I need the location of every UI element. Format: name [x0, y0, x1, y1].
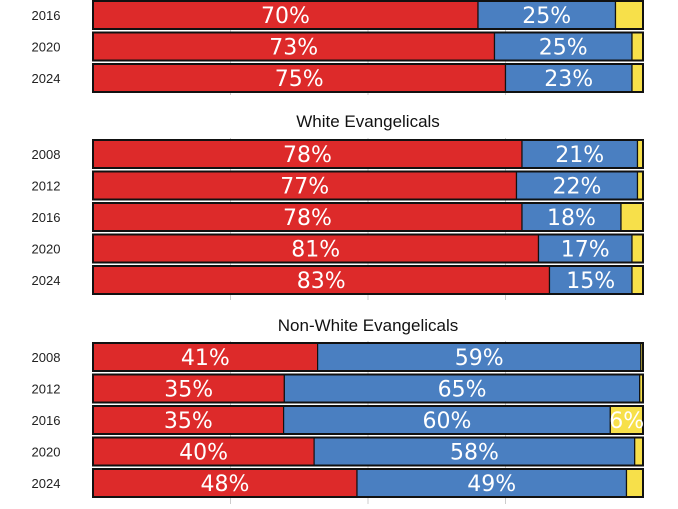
panel-title: White Evangelicals	[296, 112, 440, 131]
data-label: 25%	[539, 36, 588, 61]
chart-panel-1: 2016 70% 25% 2020 73% 25% 2024 75% 23%	[32, 0, 644, 95]
data-label: 81%	[291, 238, 340, 263]
year-label: 2016	[32, 210, 61, 225]
bar-segment-yellow	[634, 436, 644, 467]
data-label: 25%	[522, 4, 571, 29]
data-label: 41%	[181, 346, 230, 371]
year-label: 2024	[32, 71, 61, 86]
data-label: 49%	[467, 472, 516, 497]
chart-panel-2: White Evangelicals 2008 78% 21% 2012 77% 22% 20…	[32, 112, 644, 300]
data-label: 77%	[280, 175, 329, 200]
data-label: 21%	[555, 143, 604, 168]
bar-outline	[92, 63, 644, 93]
data-label: 83%	[297, 269, 346, 294]
bar-segment-yellow	[631, 233, 644, 264]
data-label: 70%	[261, 4, 310, 29]
data-label: 17%	[561, 238, 610, 263]
year-label: 2020	[32, 40, 61, 55]
data-label: 58%	[450, 441, 499, 466]
bar-segment-yellow	[631, 31, 644, 62]
bar-outline	[92, 139, 644, 169]
bar-outline	[92, 233, 644, 264]
year-label: 2024	[32, 476, 61, 491]
bar-segment-blue	[504, 63, 633, 93]
data-label: 59%	[455, 346, 504, 371]
data-label: 18%	[547, 206, 596, 231]
data-label: 75%	[275, 67, 324, 92]
bar-outline	[92, 342, 644, 372]
data-label: 6%	[609, 409, 644, 434]
year-label: 2024	[32, 273, 61, 288]
data-label: 78%	[283, 206, 332, 231]
panel-title: Non-White Evangelicals	[278, 316, 458, 335]
year-label: 2008	[32, 147, 61, 162]
bar-segment-blue	[521, 202, 622, 232]
data-label: 15%	[566, 269, 615, 294]
data-label: 35%	[164, 378, 213, 403]
bar-segment-yellow	[631, 265, 644, 295]
year-label: 2012	[32, 382, 61, 397]
bar-outline	[92, 0, 644, 30]
chart-panel-3: Non-White Evangelicals 2008 41% 59% 2012 35% 6…	[32, 316, 644, 504]
year-label: 2020	[32, 242, 61, 257]
bar-segment-yellow	[631, 63, 644, 93]
year-label: 2012	[32, 179, 61, 194]
data-label: 23%	[544, 67, 593, 92]
data-label: 35%	[164, 409, 213, 434]
data-label: 73%	[269, 36, 318, 61]
bar-outline	[92, 373, 644, 404]
bar-segment-red	[92, 139, 523, 169]
bar-segment-red	[92, 170, 518, 201]
bar-segment-yellow	[625, 468, 644, 498]
bar-segment-yellow	[614, 0, 644, 30]
data-label: 40%	[179, 441, 228, 466]
bar-outline	[92, 265, 644, 295]
bar-outline	[92, 202, 644, 232]
bar-outline	[92, 31, 644, 62]
year-label: 2020	[32, 445, 61, 460]
data-label: 78%	[283, 143, 332, 168]
data-label: 48%	[201, 472, 250, 497]
bar-outline	[92, 468, 644, 498]
data-label: 60%	[423, 409, 472, 434]
bar-outline	[92, 170, 644, 201]
bar-outline	[92, 405, 644, 435]
year-label: 2016	[32, 413, 61, 428]
bar-segment-red	[92, 0, 479, 30]
data-label: 65%	[438, 378, 487, 403]
bar-segment-yellow	[620, 202, 644, 232]
year-label: 2016	[32, 8, 61, 23]
bar-segment-blue	[537, 233, 633, 264]
bar-outline	[92, 436, 644, 467]
data-label: 22%	[553, 175, 602, 200]
year-label: 2008	[32, 350, 61, 365]
